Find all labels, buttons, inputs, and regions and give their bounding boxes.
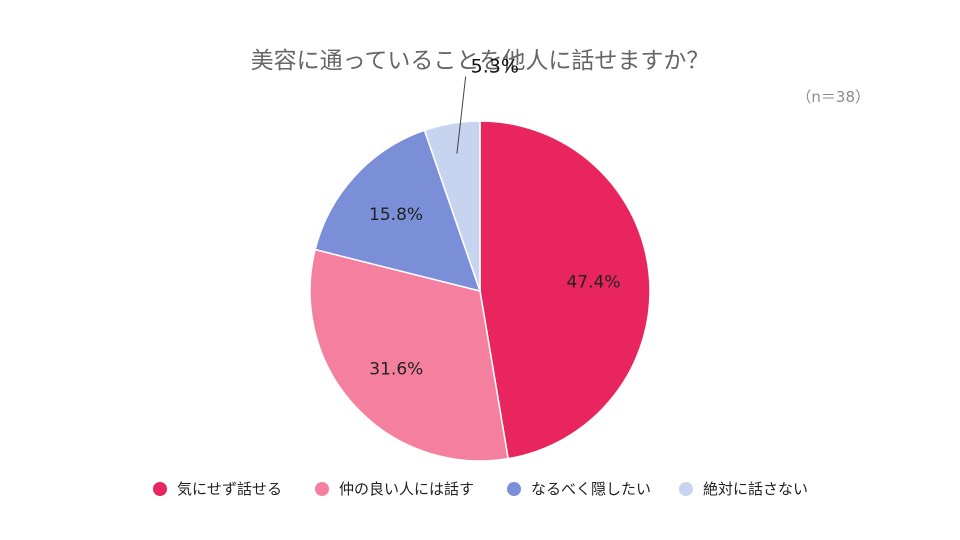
legend-label-2: 仲の良い人には話す: [339, 480, 474, 498]
pie-slice-4: [423, 120, 481, 292]
legend-item-1: 気にせず話せる: [153, 480, 282, 498]
legend-swatch-3: [507, 482, 521, 496]
legend-item-3: なるべく隠したい: [507, 480, 651, 498]
pie-label-3: 15.8%: [369, 205, 423, 225]
pie-slice-2: [309, 248, 510, 462]
pie-label-1: 47.4%: [566, 273, 620, 293]
legend-label-4: 絶対に話さない: [703, 480, 808, 498]
pie-label-2: 31.6%: [369, 359, 423, 379]
legend-label-3: なるべく隠したい: [531, 480, 651, 498]
legend-swatch-2: [315, 482, 329, 496]
legend-label-1: 気にせず話せる: [177, 480, 282, 498]
pie-slice-1: [479, 120, 651, 460]
pie-labels: 47.4% 31.6% 15.8% 5.3%: [369, 55, 620, 379]
chart-subtitle: （n＝38）: [796, 88, 870, 106]
chart-title: 美容に通っていることを他人に話せますか？: [251, 48, 710, 74]
legend-item-4: 絶対に話さない: [679, 480, 808, 498]
pie-label-4: 5.3%: [471, 55, 519, 77]
legend-swatch-1: [153, 482, 167, 496]
chart-legend: 気にせず話せる 仲の良い人には話す なるべく隠したい 絶対に話さない: [153, 480, 808, 498]
pie-slices: [309, 120, 651, 462]
legend-swatch-4: [679, 482, 693, 496]
legend-item-2: 仲の良い人には話す: [315, 480, 474, 498]
pie-slice-3: [314, 129, 482, 293]
pie-leader-line-4: [456, 76, 467, 154]
